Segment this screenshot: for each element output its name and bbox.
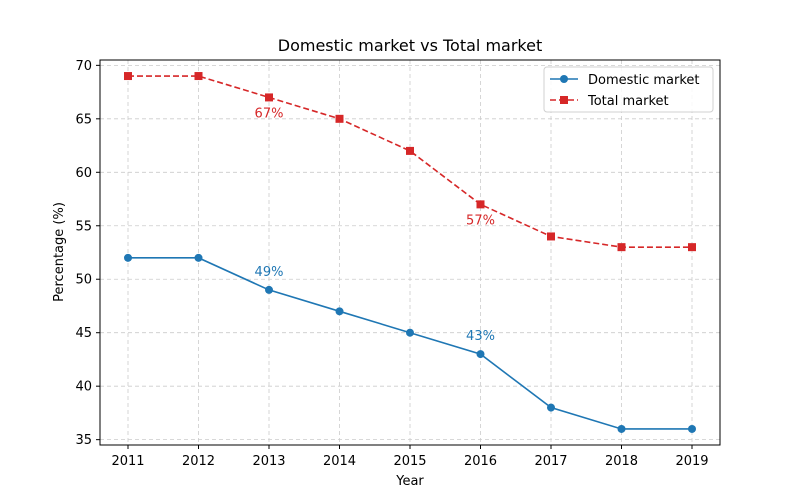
legend-marker xyxy=(560,96,568,104)
data-point xyxy=(547,403,555,412)
data-point xyxy=(547,232,555,241)
data-point xyxy=(688,424,696,433)
y-tick-label: 40 xyxy=(75,380,92,395)
data-point xyxy=(406,328,414,337)
data-label: 67% xyxy=(255,106,284,121)
x-tick-label: 2012 xyxy=(182,454,215,469)
y-tick-label: 55 xyxy=(75,219,92,234)
data-point xyxy=(265,285,273,294)
legend-box xyxy=(543,66,714,113)
data-label: 43% xyxy=(466,329,495,344)
data-point xyxy=(617,243,626,252)
x-tick-label: 2013 xyxy=(252,454,285,469)
annotations: 49% 43% 67% 57% xyxy=(255,106,495,344)
y-tick-label: 35 xyxy=(75,433,92,448)
x-tick-label: 2015 xyxy=(393,454,426,469)
data-point xyxy=(335,307,344,316)
x-tick-label: 2018 xyxy=(605,454,638,469)
y-axis-title: Percentage (%) xyxy=(52,202,67,302)
legend-label: Domestic market xyxy=(588,73,700,88)
data-point xyxy=(124,253,132,262)
data-point xyxy=(194,72,203,81)
y-tick-label: 65 xyxy=(75,112,92,127)
legend-marker xyxy=(560,75,568,83)
x-tick-label: 2019 xyxy=(675,454,708,469)
data-point xyxy=(688,243,696,252)
series-domestic-market xyxy=(124,253,696,433)
x-axis-title: Year xyxy=(395,474,424,489)
y-tick-label: 70 xyxy=(75,59,92,74)
series-layer xyxy=(124,72,696,433)
x-tick-label: 2017 xyxy=(534,454,567,469)
data-label: 57% xyxy=(466,213,495,228)
x-tick-label: 2011 xyxy=(111,454,144,469)
chart-title: Domestic market vs Total market xyxy=(278,36,542,55)
data-point xyxy=(124,72,132,81)
y-axis-ticks: 35 40 45 50 55 60 65 70 xyxy=(75,59,100,448)
y-tick-label: 50 xyxy=(75,273,92,288)
data-point xyxy=(406,146,414,155)
x-tick-label: 2016 xyxy=(464,454,497,469)
data-point xyxy=(476,350,485,359)
data-point xyxy=(265,93,273,102)
data-point xyxy=(476,200,485,209)
x-axis-ticks: 2011 2012 2013 2014 2015 2016 2017 2018 2019 xyxy=(111,445,709,469)
data-point xyxy=(617,424,626,433)
legend-label: Total market xyxy=(587,94,669,109)
series-total-market xyxy=(124,72,696,252)
series-line xyxy=(128,75,692,248)
y-tick-label: 60 xyxy=(75,166,92,181)
y-tick-label: 45 xyxy=(75,326,92,341)
grid-lines xyxy=(100,60,720,445)
data-point xyxy=(194,253,203,262)
data-label: 49% xyxy=(255,265,284,280)
x-tick-label: 2014 xyxy=(323,454,356,469)
legend: Domestic market Total market xyxy=(543,66,714,113)
data-point xyxy=(335,114,344,123)
